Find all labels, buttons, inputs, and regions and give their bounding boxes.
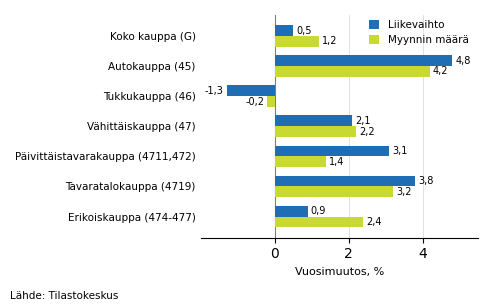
Text: 2,2: 2,2: [359, 127, 375, 137]
Legend: Liikevaihto, Myynnin määrä: Liikevaihto, Myynnin määrä: [365, 16, 473, 49]
Text: 0,5: 0,5: [296, 26, 312, 36]
Text: 4,8: 4,8: [455, 56, 470, 66]
Text: 0,9: 0,9: [311, 206, 326, 216]
Bar: [275, 156, 326, 167]
Text: 2,4: 2,4: [366, 217, 382, 227]
Bar: [275, 55, 452, 66]
Bar: [275, 25, 293, 36]
Bar: [275, 116, 352, 126]
Text: -0,2: -0,2: [245, 97, 264, 107]
Text: 3,1: 3,1: [392, 146, 408, 156]
Text: -1,3: -1,3: [205, 86, 223, 96]
Bar: [275, 206, 308, 217]
Text: 4,2: 4,2: [433, 67, 448, 77]
Text: 1,2: 1,2: [322, 36, 337, 47]
Bar: [275, 36, 319, 47]
Bar: [275, 126, 356, 137]
Bar: [275, 66, 430, 77]
Bar: [275, 146, 389, 156]
Bar: [226, 85, 275, 96]
X-axis label: Vuosimuutos, %: Vuosimuutos, %: [295, 267, 384, 277]
Text: 2,1: 2,1: [355, 116, 371, 126]
Bar: [267, 96, 275, 107]
Bar: [275, 186, 393, 197]
Text: 3,8: 3,8: [418, 176, 433, 186]
Text: Lähde: Tilastokeskus: Lähde: Tilastokeskus: [10, 291, 118, 301]
Bar: [275, 176, 415, 186]
Bar: [275, 217, 363, 227]
Text: 1,4: 1,4: [329, 157, 345, 167]
Text: 3,2: 3,2: [396, 187, 411, 197]
